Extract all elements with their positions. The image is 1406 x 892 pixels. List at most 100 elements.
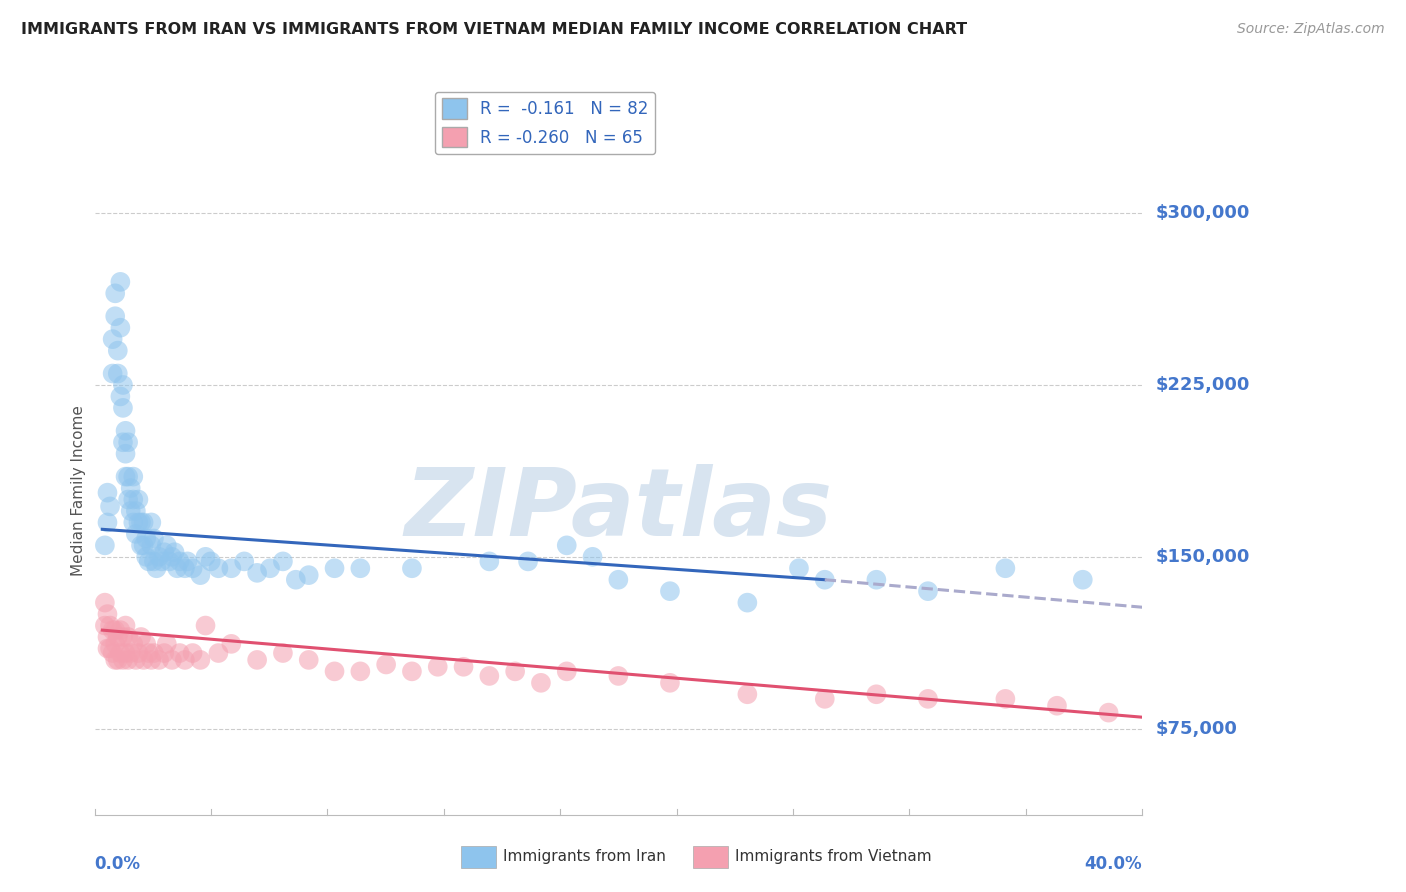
Point [207,646,229,660]
Point [125,653,148,667]
Point [125,527,148,541]
Point [107,367,129,381]
Point [150,554,173,568]
Point [120,481,142,495]
Point [658,675,681,690]
Text: ZIPatlas: ZIPatlas [405,465,832,557]
Point [994,691,1017,706]
Point [153,545,176,559]
Point [141,538,163,552]
Point [135,532,157,546]
Point [426,660,449,674]
Point [581,549,603,564]
Point [96,641,118,656]
Point [96,516,118,530]
Text: IMMIGRANTS FROM IRAN VS IMMIGRANTS FROM VIETNAM MEDIAN FAMILY INCOME CORRELATION: IMMIGRANTS FROM IRAN VS IMMIGRANTS FROM … [21,22,967,37]
Point [111,653,134,667]
Point [114,646,136,660]
Point [110,389,132,403]
Point [156,637,179,651]
Point [114,424,136,438]
Point [132,653,155,667]
Point [145,561,167,575]
Point [98,641,121,656]
Point [111,630,134,644]
Point [132,516,155,530]
Point [129,630,152,644]
Point [298,568,321,582]
Point [127,492,149,507]
Point [157,554,180,568]
Point [135,637,157,651]
Point [1097,706,1119,720]
Point [94,538,117,552]
Point [142,554,165,568]
Point [122,637,145,651]
Point [453,660,475,674]
Point [246,653,269,667]
Point [142,646,165,660]
Point [101,623,124,637]
Point [607,573,630,587]
Point [298,653,321,667]
Point [737,596,759,610]
Point [787,561,810,575]
Point [917,691,939,706]
Point [104,623,127,637]
Point [323,561,346,575]
Point [101,646,124,660]
Point [127,516,149,530]
Point [104,310,127,324]
Point [166,561,188,575]
Point [814,573,837,587]
Point [96,485,118,500]
Point [111,435,134,450]
Point [111,401,134,415]
Point [107,630,129,644]
Point [138,646,160,660]
Point [132,538,155,552]
Point [117,435,139,450]
Point [114,447,136,461]
Text: $75,000: $75,000 [1156,720,1237,738]
Text: Source: ZipAtlas.com: Source: ZipAtlas.com [1237,22,1385,37]
Y-axis label: Median Family Income: Median Family Income [72,406,86,576]
Point [127,646,149,660]
Point [401,561,423,575]
Point [401,665,423,679]
Point [169,646,191,660]
Point [94,618,117,632]
Point [160,549,183,564]
Point [163,545,186,559]
Point [160,653,183,667]
Point [233,554,256,568]
Point [503,665,526,679]
Point [865,687,887,701]
Point [104,286,127,301]
Point [176,554,198,568]
Point [173,653,195,667]
Point [98,500,121,514]
Point [349,561,371,575]
Point [122,469,145,483]
Point [110,275,132,289]
Point [737,687,759,701]
Point [148,653,170,667]
Point [101,332,124,346]
Point [349,665,371,679]
Point [120,646,142,660]
Point [107,343,129,358]
Point [200,554,222,568]
Point [994,561,1017,575]
Point [117,469,139,483]
Point [96,630,118,644]
Point [110,320,132,334]
Text: $150,000: $150,000 [1156,548,1250,566]
Point [110,623,132,637]
Point [478,669,501,683]
Point [101,367,124,381]
Text: Immigrants from Iran: Immigrants from Iran [503,849,666,864]
Point [94,596,117,610]
Point [246,566,269,580]
Point [125,504,148,518]
